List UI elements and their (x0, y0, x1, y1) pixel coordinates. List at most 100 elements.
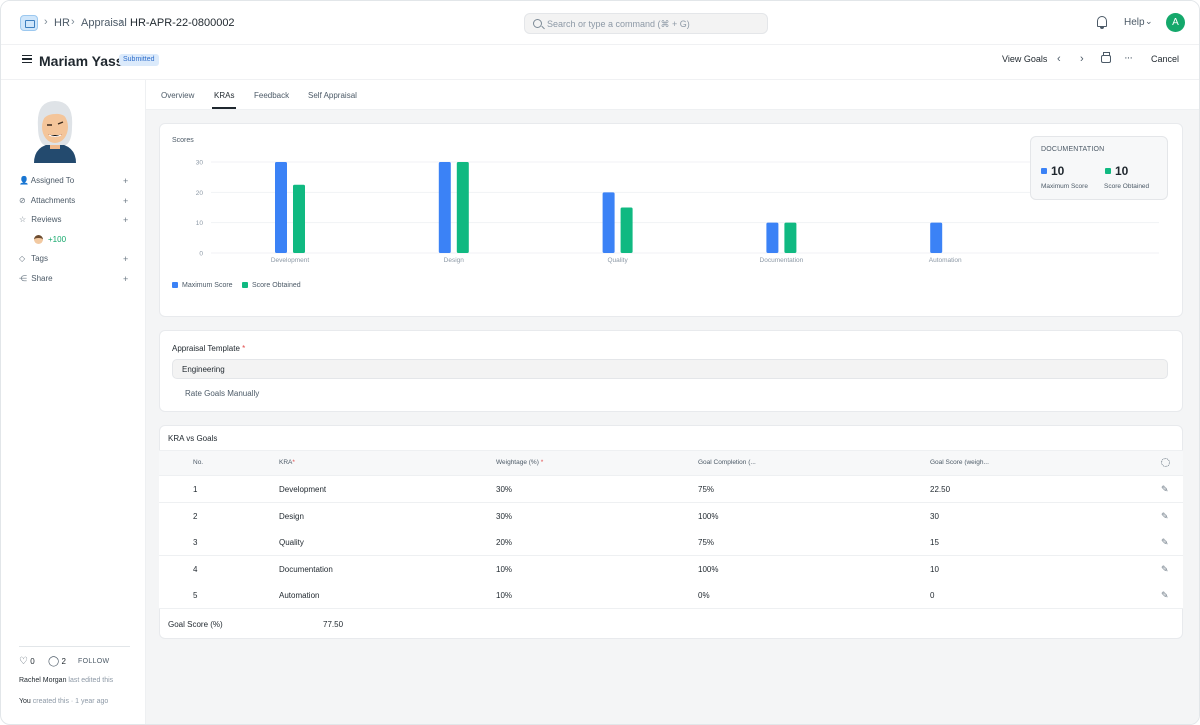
divider (1, 79, 1199, 80)
share-icon: ⋲ (19, 274, 27, 283)
breadcrumb-appraisal[interactable]: Appraisal (81, 17, 127, 29)
user-avatar[interactable]: A (1166, 13, 1185, 32)
legend-max-score[interactable]: Maximum Score (172, 282, 233, 289)
table-cell-score: 15 (930, 538, 939, 548)
table-cell-no: 3 (193, 538, 198, 548)
table-cell-kra: Design (279, 511, 304, 521)
edit-icon[interactable]: ✎ (1161, 537, 1169, 548)
appraisal-template-field[interactable]: Engineering (172, 359, 1168, 379)
help-menu[interactable]: Help (1124, 17, 1145, 28)
print-icon[interactable] (1101, 52, 1111, 63)
sidebar-item-attachments[interactable]: ⊘ Attachments (19, 196, 75, 205)
menu-icon[interactable] (22, 55, 32, 63)
legend-swatch (242, 282, 248, 288)
bar-score-obtained-quality[interactable] (620, 207, 633, 254)
goal-score-value: 77.50 (323, 620, 344, 629)
y-tick-label: 10 (196, 220, 204, 227)
view-goals-button[interactable]: View Goals (1002, 54, 1048, 64)
add-review-icon[interactable]: + (123, 215, 129, 225)
table-cell-completion: 0% (698, 591, 710, 601)
bar-score-obtained-design[interactable] (456, 162, 469, 253)
sidebar-item-share[interactable]: ⋲ Share (19, 274, 53, 283)
cancel-button[interactable]: Cancel (1151, 54, 1180, 64)
follow-button[interactable]: FOLLOW (78, 658, 110, 665)
required-marker: * (540, 459, 544, 466)
bar-maximum-score-automation[interactable] (930, 222, 943, 253)
tab-kras[interactable]: KRAs (214, 91, 235, 100)
table-row[interactable] (159, 476, 1183, 503)
sidebar-item-reviews[interactable]: ☆ Reviews (19, 215, 61, 224)
table-row[interactable] (159, 555, 1183, 583)
legend-score-obtained[interactable]: Score Obtained (242, 282, 301, 289)
table-row[interactable] (159, 529, 1183, 557)
field-value: Engineering (182, 365, 225, 374)
table-cell-score: 30 (930, 511, 939, 521)
bar-maximum-score-quality[interactable] (602, 192, 615, 253)
table-cell-score: 22.50 (930, 485, 951, 494)
appraisal-template-label: Appraisal Template * (172, 344, 245, 353)
add-share-icon[interactable]: + (123, 274, 129, 284)
tab-self-appraisal[interactable]: Self Appraisal (308, 91, 357, 100)
x-tick-label: Development (271, 257, 309, 264)
review-score: +100 (48, 235, 67, 244)
more-icon[interactable]: ··· (1124, 52, 1133, 64)
gear-icon[interactable] (1161, 458, 1170, 467)
table-cell-weightage: 10% (496, 564, 513, 574)
bar-score-obtained-documentation[interactable] (784, 222, 797, 253)
bar-maximum-score-design[interactable] (438, 162, 451, 253)
sidebar-item-assigned-to[interactable]: 👤 Assigned To (19, 176, 74, 185)
edit-icon[interactable]: ✎ (1161, 510, 1169, 521)
rate-goals-manually-checkbox[interactable]: Rate Goals Manually (185, 389, 260, 398)
created-line: You created this · 1 year ago (19, 698, 108, 705)
breadcrumb-current[interactable]: HR-APR-22-0800002 (130, 17, 235, 29)
y-tick-label: 20 (196, 190, 204, 197)
like-count[interactable]: ♡ 0 ◯ 2 (19, 656, 66, 667)
table-row[interactable] (159, 582, 1183, 610)
chevron-right-icon[interactable]: › (1080, 53, 1084, 65)
edit-icon[interactable]: ✎ (1161, 484, 1169, 494)
app-logo-icon[interactable] (20, 15, 38, 31)
table-cell-no: 4 (193, 564, 198, 574)
bell-icon[interactable] (1097, 16, 1107, 29)
created-text: created this · 1 year ago (32, 698, 109, 705)
chevron-down-icon[interactable]: ⌄ (1145, 16, 1153, 26)
table-cell-score: 10 (930, 564, 939, 574)
bar-maximum-score-documentation[interactable] (766, 222, 779, 253)
breadcrumb-hr[interactable]: HR (54, 17, 70, 29)
sidebar-item-tags[interactable]: ◇ Tags (19, 254, 48, 263)
header-text: Weightage (%) (496, 459, 539, 466)
tooltip-max-label: Maximum Score (1041, 183, 1088, 190)
tab-feedback[interactable]: Feedback (254, 91, 290, 100)
edit-icon[interactable]: ✎ (1161, 590, 1169, 601)
edit-icon[interactable]: ✎ (1161, 563, 1169, 574)
chart-tooltip: DOCUMENTATION 10 10 Maximum Score Score … (1030, 136, 1168, 200)
x-tick-label: Design (444, 257, 465, 264)
add-tag-icon[interactable]: + (123, 254, 129, 264)
y-tick-label: 30 (196, 160, 204, 167)
paperclip-icon: ⊘ (19, 196, 26, 205)
table-cell-no: 5 (193, 591, 198, 601)
chevron-right-icon: › (119, 16, 123, 28)
table-row[interactable] (159, 502, 1183, 530)
search-placeholder: Search or type a command (⌘ + G) (547, 19, 690, 29)
chevron-left-icon[interactable]: ‹ (1057, 53, 1061, 65)
bar-maximum-score-development[interactable] (275, 162, 287, 253)
divider (146, 109, 1199, 110)
bar-score-obtained-development[interactable] (293, 184, 305, 253)
table-cell-completion: 75% (698, 538, 715, 548)
sidebar-item-label: Assigned To (30, 176, 75, 185)
search-input[interactable]: Search or type a command (⌘ + G) (524, 13, 768, 34)
add-attachment-icon[interactable]: + (123, 196, 129, 206)
tab-overview[interactable]: Overview (161, 91, 195, 100)
tooltip-obtained-value: 10 (1115, 164, 1129, 178)
chevron-right-icon: › (71, 16, 75, 28)
add-assigned-icon[interactable]: + (123, 176, 129, 186)
table-cell-kra: Automation (279, 591, 320, 601)
column-header-goal-score: Goal Score (weigh... (930, 459, 989, 466)
sidebar: 👤 Assigned To + ⊘ Attachments + ☆ Review… (1, 80, 146, 724)
table-cell-completion: 100% (698, 564, 719, 574)
tooltip-swatch (1105, 168, 1111, 174)
navbar: › HR › Appraisal › HR-APR-22-0800002 Sea… (1, 1, 1199, 45)
table-cell-kra: Development (279, 485, 327, 494)
